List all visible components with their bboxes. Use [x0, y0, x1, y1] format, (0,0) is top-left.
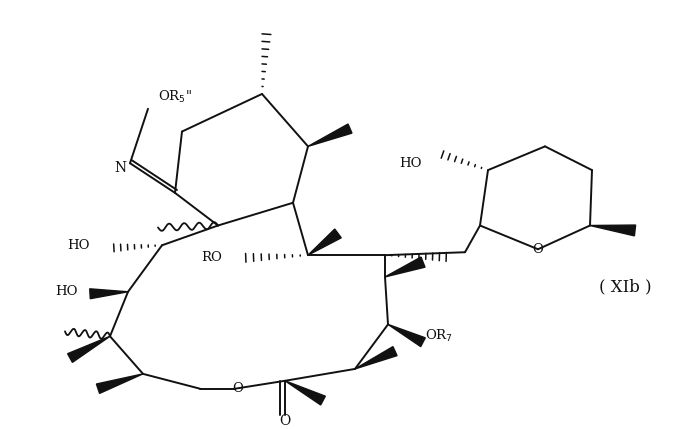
Text: HO: HO: [400, 157, 422, 170]
Polygon shape: [388, 324, 425, 347]
Text: N: N: [114, 161, 126, 175]
Text: O: O: [232, 382, 243, 395]
Text: O: O: [533, 243, 543, 256]
Text: HO: HO: [68, 239, 90, 252]
Polygon shape: [89, 289, 128, 299]
Text: ( XIb ): ( XIb ): [598, 278, 651, 295]
Text: OR$_7$: OR$_7$: [425, 328, 453, 344]
Text: O: O: [280, 414, 291, 428]
Polygon shape: [385, 257, 425, 277]
Polygon shape: [96, 374, 143, 393]
Text: OR$_5$": OR$_5$": [158, 89, 192, 105]
Polygon shape: [355, 347, 397, 369]
Polygon shape: [308, 124, 352, 146]
Polygon shape: [308, 229, 341, 255]
Polygon shape: [590, 225, 635, 236]
Polygon shape: [285, 381, 325, 405]
Polygon shape: [68, 336, 110, 363]
Text: RO: RO: [201, 251, 222, 264]
Text: HO: HO: [55, 285, 78, 298]
